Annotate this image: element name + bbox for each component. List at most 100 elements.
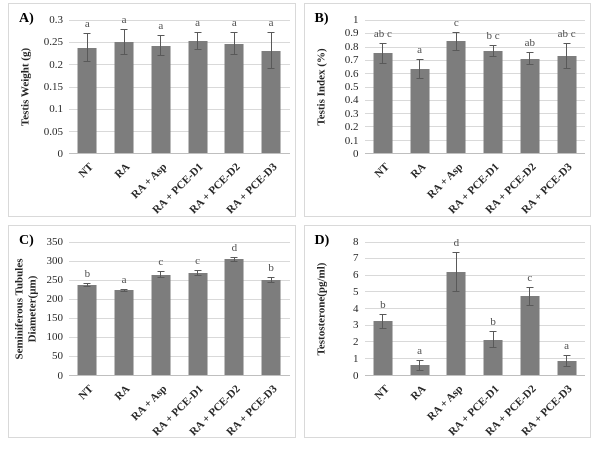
y-tick-label: 0.25	[43, 36, 63, 49]
bar	[188, 272, 208, 375]
gridline	[69, 241, 290, 243]
y-tick-label: 250	[46, 273, 64, 286]
significance-letter: b	[490, 316, 496, 329]
error-bar	[526, 286, 534, 306]
gridline	[364, 241, 585, 243]
y-tick-label: 100	[46, 331, 64, 344]
error-bar	[120, 29, 128, 56]
significance-letter: c	[158, 256, 164, 269]
bar	[446, 272, 466, 375]
gridline	[69, 260, 290, 262]
y-tick-label: 0.7	[344, 54, 359, 67]
significance-letter: a	[417, 344, 423, 357]
error-bar	[83, 32, 91, 63]
error-bar	[489, 331, 497, 348]
y-tick-label: 0	[57, 369, 64, 382]
y-tick-label: 200	[46, 292, 64, 305]
plot-area: b a c c d b	[69, 241, 290, 376]
error-bar	[194, 31, 202, 51]
y-axis-title: Testis Index (%)	[315, 48, 328, 126]
y-tick-label: 0.2	[344, 121, 359, 134]
y-tick-label: 300	[46, 254, 64, 267]
gridline	[364, 324, 585, 326]
y-tick-label: 0	[57, 148, 64, 160]
significance-letter: b	[84, 267, 91, 280]
y-tick-label: 0	[353, 369, 359, 382]
y-tick-label: 0.6	[344, 67, 359, 80]
y-tick-label: 8	[353, 235, 359, 248]
significance-letter: d	[453, 237, 460, 250]
bar	[520, 58, 540, 153]
x-axis-labels: NT RA RA + Asp RA + PCE-D1 RA + PCE-D2 RA + P…	[69, 379, 290, 438]
chart-panel-b: B) Testis Index (%) 1 0.9 0.8 0.7 0.6 0.5 0.4 0…	[303, 3, 591, 217]
y-axis-ticks: 8 7 6 5 4 3 2 1 0	[331, 236, 361, 382]
error-bar	[489, 44, 497, 57]
plot-area: b a d b c a	[364, 238, 585, 376]
y-axis-title: Testis Weight (g)	[19, 47, 32, 127]
x-category-label: RA	[112, 161, 133, 181]
error-bar	[416, 359, 424, 372]
bar	[151, 274, 171, 375]
x-category-label: NT	[76, 382, 96, 402]
bar	[483, 339, 503, 375]
gridline	[364, 113, 585, 115]
significance-letter: c	[453, 16, 459, 29]
gridline	[69, 336, 290, 338]
gridline	[69, 64, 290, 66]
significance-letter: c	[195, 254, 201, 267]
gridline	[69, 42, 290, 44]
bar	[520, 296, 540, 375]
x-category-label: RA	[408, 382, 429, 403]
gridline	[69, 20, 290, 21]
error-bar	[379, 313, 387, 329]
error-bar	[452, 252, 460, 293]
y-tick-label: 0.4	[344, 94, 359, 107]
gridline	[69, 317, 290, 319]
y-tick-label: 0.1	[344, 134, 359, 147]
gridline	[364, 308, 585, 309]
bar	[77, 47, 97, 153]
error-bar	[563, 355, 571, 368]
y-axis-ticks: 0.3 0.25 0.2 0.15 0.1 0.05 0	[35, 14, 65, 160]
y-axis-ticks: 350 300 250 200 150 100 50 0	[35, 236, 65, 382]
error-bar	[379, 42, 387, 64]
chart-panel-c: C) Seminiferous Tubules Diameter(µm) 350…	[8, 224, 296, 438]
significance-letter: b	[268, 261, 274, 274]
bar	[410, 69, 430, 153]
gridline	[364, 59, 585, 61]
gridline	[69, 86, 290, 88]
panel-label-a: A)	[19, 11, 34, 26]
error-bar	[194, 269, 202, 276]
bar	[261, 50, 281, 153]
significance-letter: a	[564, 340, 570, 353]
plot-area: ab c a c b c ab ab c	[364, 16, 585, 154]
gridline	[364, 20, 585, 21]
error-bar	[157, 271, 165, 278]
gridline	[364, 258, 585, 260]
y-tick-label: 5	[353, 285, 359, 298]
chart-panel-a: A) Testis Weight (g) 0.3 0.25 0.2 0.15 0.1 0.…	[8, 3, 296, 217]
gridline	[364, 126, 585, 128]
y-tick-label: 0	[353, 148, 359, 160]
bar	[224, 259, 244, 375]
y-tick-label: 50	[52, 350, 63, 363]
y-tick-label: 0.15	[43, 81, 63, 93]
y-axis-ticks: 1 0.9 0.8 0.7 0.6 0.5 0.4 0.3 0.2 0.1 0	[331, 14, 361, 160]
gridline	[69, 279, 290, 281]
gridline	[364, 274, 585, 276]
bar	[151, 45, 171, 153]
y-tick-label: 3	[353, 319, 359, 332]
gridline	[364, 33, 585, 35]
error-bar	[120, 288, 128, 292]
significance-letter: a	[158, 20, 164, 33]
error-bar	[526, 51, 534, 66]
gridline	[364, 291, 585, 293]
error-bar	[267, 32, 275, 69]
significance-letter: d	[231, 241, 238, 254]
y-tick-label: 6	[353, 269, 359, 281]
gridline	[69, 355, 290, 357]
gridline	[364, 86, 585, 88]
y-tick-label: 1	[353, 14, 359, 26]
bar	[373, 321, 393, 375]
